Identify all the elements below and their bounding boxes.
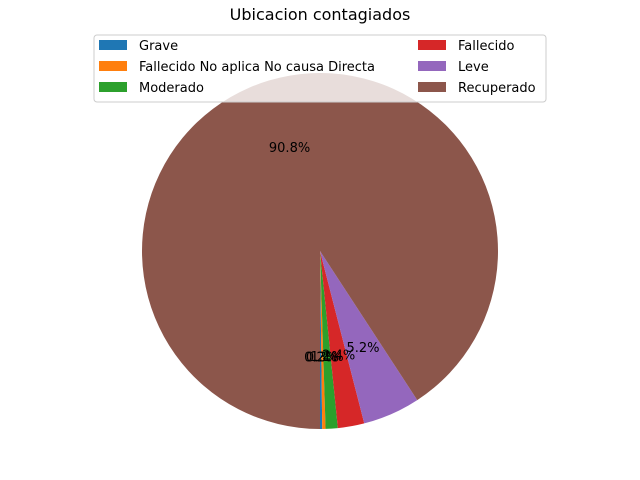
pie-slice-fallecido bbox=[320, 251, 365, 429]
legend-label: Moderado bbox=[139, 81, 204, 96]
legend-swatch bbox=[418, 82, 446, 92]
pie-percent-label: 5.2% bbox=[347, 341, 380, 356]
pie-percent-labels: 0.2%0.3%1.1%2.4%5.2% 90.8% bbox=[269, 141, 380, 365]
legend-swatch bbox=[99, 40, 127, 50]
pie-slices bbox=[142, 73, 498, 429]
legend-label: Grave bbox=[139, 39, 178, 54]
pie-slice-leve bbox=[320, 251, 418, 424]
pie-slice-fallecido-no-aplica-no-causa-directa bbox=[320, 251, 326, 429]
legend-swatch bbox=[418, 40, 446, 50]
legend-label: Fallecido No aplica No causa Directa bbox=[139, 60, 375, 75]
legend-swatch bbox=[99, 61, 127, 71]
pie-percent-label: 1.1% bbox=[311, 350, 344, 365]
pie-percent-label: 0.3% bbox=[306, 350, 339, 365]
legend-label: Leve bbox=[458, 60, 489, 75]
legend-swatch bbox=[418, 61, 446, 71]
pie-slice-moderado bbox=[320, 251, 338, 429]
legend-label: Fallecido bbox=[458, 39, 514, 54]
chart-title: Ubicacion contagiados bbox=[230, 5, 411, 24]
legend-swatch bbox=[99, 82, 127, 92]
pie-percent-label: 0.2% bbox=[304, 350, 337, 365]
pie-slice-grave bbox=[320, 251, 323, 429]
pie-slice-recuperado bbox=[142, 73, 498, 429]
pie-percent-label: 2.4% bbox=[322, 349, 355, 364]
legend: Grave Fallecido No aplica No causa Direct… bbox=[93, 34, 547, 103]
pie-percent-label: 90.8% bbox=[269, 141, 310, 156]
legend-label: Recuperado bbox=[458, 81, 536, 96]
